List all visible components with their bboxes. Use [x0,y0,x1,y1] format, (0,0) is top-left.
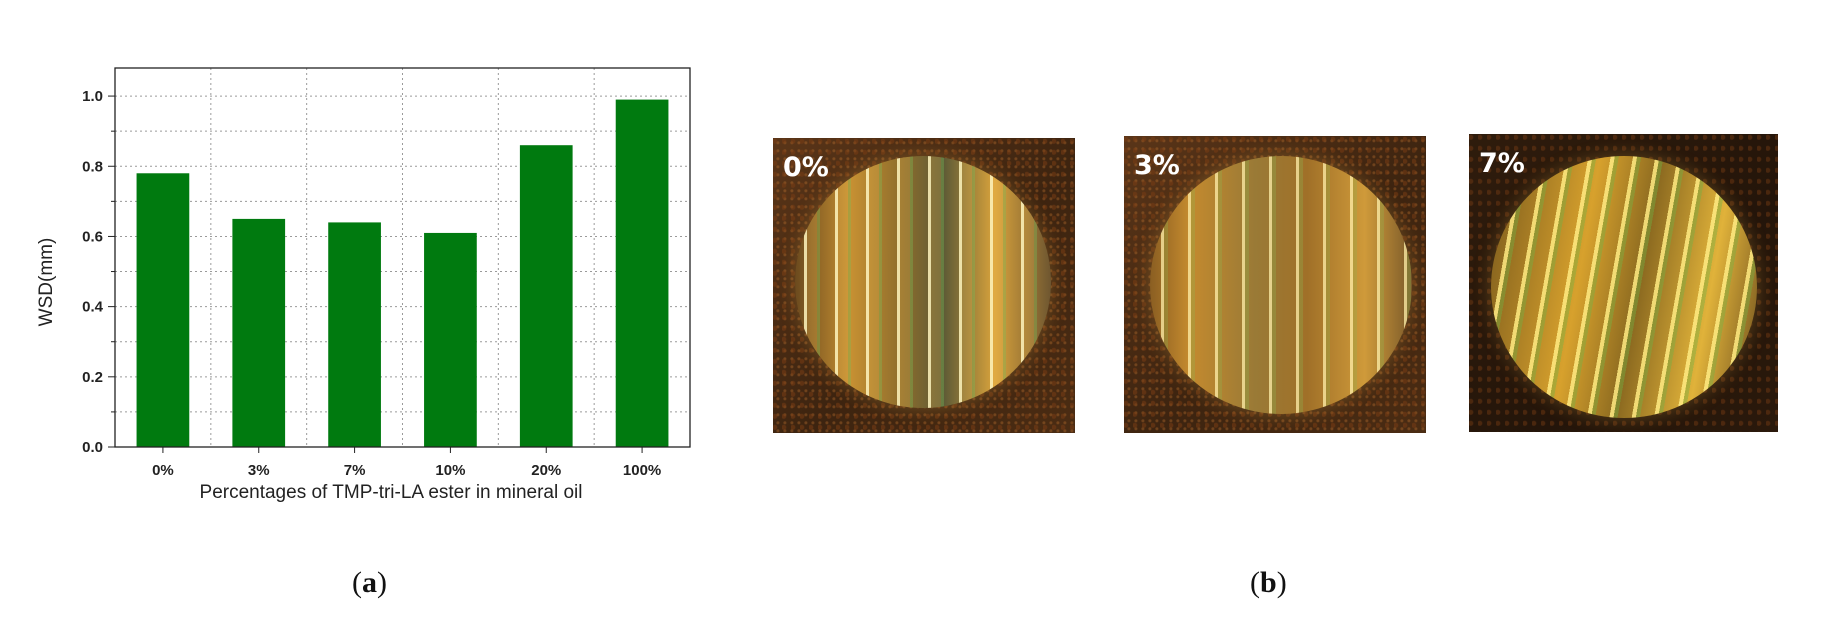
panel-label-b: (b) [1250,566,1287,599]
bar-3% [232,218,286,447]
x-tick-label: 10% [435,462,465,479]
bars [136,99,669,447]
photo-label: 0% [783,152,829,183]
wear-scar [1491,156,1757,418]
wear-scar [795,156,1051,408]
axes: 0% 3% 7% 10% 20% 100% 0.0 0.2 0.4 0.6 0.8 1.0 [82,67,691,479]
grid [115,68,690,447]
bar-0% [136,173,190,447]
bar-10% [424,232,477,447]
y-tick-label: 0.8 [82,158,103,175]
wear-scar-photo-3: 3% [1124,136,1426,433]
wear-scar-photo-0: 0% [773,138,1075,433]
y-tick-label: 0.4 [82,299,104,316]
x-tick-label: 7% [344,462,366,479]
y-tick-label: 0.0 [82,439,103,456]
plot-frame [114,67,691,448]
panel-label-a: (a) [352,566,387,599]
y-tick-label: 0.2 [82,369,103,386]
y-tick-label: 1.0 [82,88,103,105]
y-axis-label: WSD(mm) [36,238,57,327]
y-tick-label: 0.6 [82,228,103,245]
wear-scar [1150,156,1412,414]
photo-label: 3% [1134,150,1180,181]
x-axis-label: Percentages of TMP-tri-LA ester in miner… [200,482,583,503]
x-tick-label: 0% [152,462,174,479]
wear-scar-photo-7: 7% [1469,134,1778,432]
bar-7% [328,222,381,447]
x-tick-label: 20% [531,462,561,479]
bar-20% [519,145,573,447]
photo-label: 7% [1479,148,1525,179]
x-tick-label: 3% [248,462,270,479]
x-tick-label: 100% [623,462,661,479]
bar-100% [615,99,669,447]
